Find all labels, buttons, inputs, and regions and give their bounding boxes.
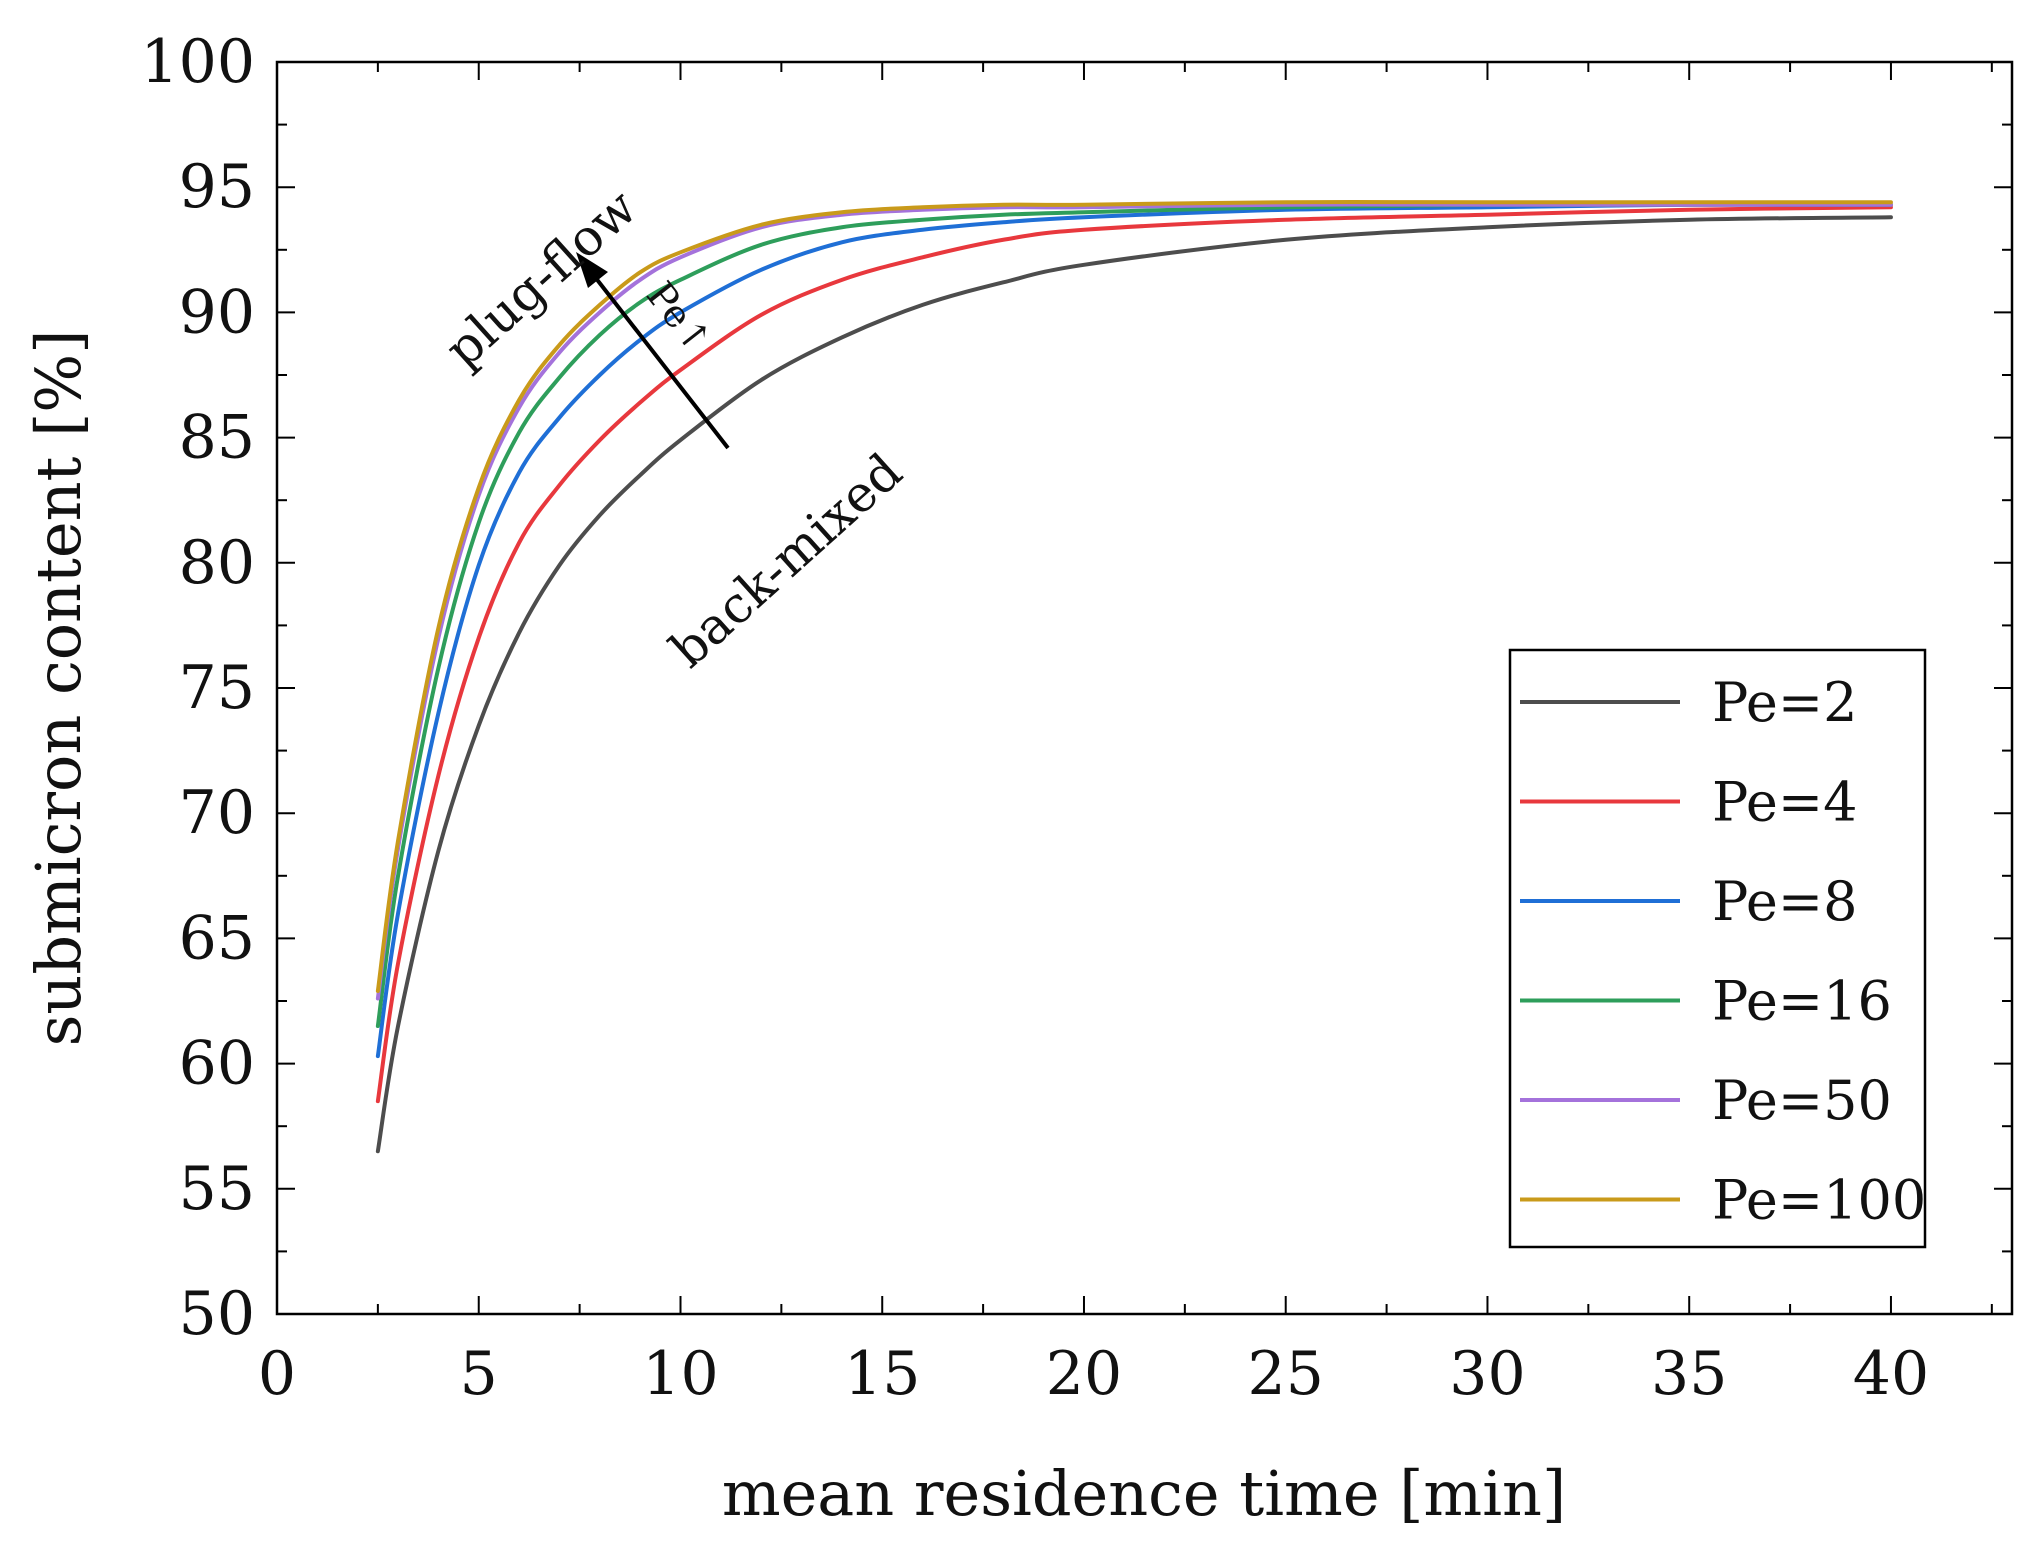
y-tick-label: 95 bbox=[179, 152, 255, 222]
x-tick-label: 20 bbox=[1046, 1339, 1122, 1409]
y-tick-label: 80 bbox=[179, 528, 255, 598]
series-line-pe-50 bbox=[375, 202, 1893, 1001]
y-tick-label: 85 bbox=[179, 403, 255, 473]
y-tick-label: 75 bbox=[179, 653, 255, 723]
x-tick-label: 30 bbox=[1449, 1339, 1525, 1409]
legend-label-pe-50: Pe=50 bbox=[1712, 1069, 1892, 1132]
x-tick-label: 5 bbox=[460, 1339, 498, 1409]
y-tick-label: 55 bbox=[179, 1154, 255, 1224]
x-tick-label: 10 bbox=[642, 1339, 718, 1409]
legend-box bbox=[1508, 648, 1927, 1249]
x-tick-label: 25 bbox=[1248, 1339, 1324, 1409]
legend-label-pe-4: Pe=4 bbox=[1712, 771, 1857, 834]
y-tick-label: 90 bbox=[179, 277, 255, 347]
legend-label-pe-2: Pe=2 bbox=[1712, 671, 1857, 734]
x-tick-label: 35 bbox=[1651, 1339, 1727, 1409]
y-tick-label: 100 bbox=[140, 27, 255, 97]
x-axis-title: mean residence time [min] bbox=[722, 1457, 1566, 1530]
series-lines bbox=[375, 200, 1893, 1154]
plot-frame bbox=[275, 60, 2014, 1316]
y-axis-title: submicron content [%] bbox=[22, 330, 95, 1047]
pe-direction-arrow bbox=[586, 266, 730, 450]
series-line-pe-100 bbox=[375, 200, 1893, 993]
y-tick-label: 70 bbox=[179, 778, 255, 848]
y-tick-label: 65 bbox=[179, 903, 255, 973]
series-line-pe-4 bbox=[375, 205, 1893, 1104]
series-line-pe-8 bbox=[375, 202, 1893, 1059]
series-line-pe-2 bbox=[375, 215, 1893, 1154]
legend-label-pe-100: Pe=100 bbox=[1712, 1169, 1926, 1232]
y-tick-label: 60 bbox=[179, 1029, 255, 1099]
legend-label-pe-8: Pe=8 bbox=[1712, 870, 1857, 933]
x-tick-label: 0 bbox=[258, 1339, 296, 1409]
x-tick-label: 40 bbox=[1853, 1339, 1929, 1409]
legend: Pe=2 Pe=4 Pe=8 Pe=16 Pe=50 Pe=100 bbox=[1508, 648, 1927, 1249]
y-tick-label: 50 bbox=[179, 1279, 255, 1349]
tick-labels: 0 5 10 15 20 25 30 35 40 50 55 60 65 70 75 80 85 90 95 100 bbox=[140, 27, 1929, 1409]
x-tick-label: 15 bbox=[844, 1339, 920, 1409]
annotation-back-mixed: back-mixed bbox=[659, 442, 913, 679]
arrow-head bbox=[576, 252, 608, 288]
annotation-plug-flow: plug-flow bbox=[434, 178, 648, 379]
legend-label-pe-16: Pe=16 bbox=[1712, 970, 1892, 1033]
